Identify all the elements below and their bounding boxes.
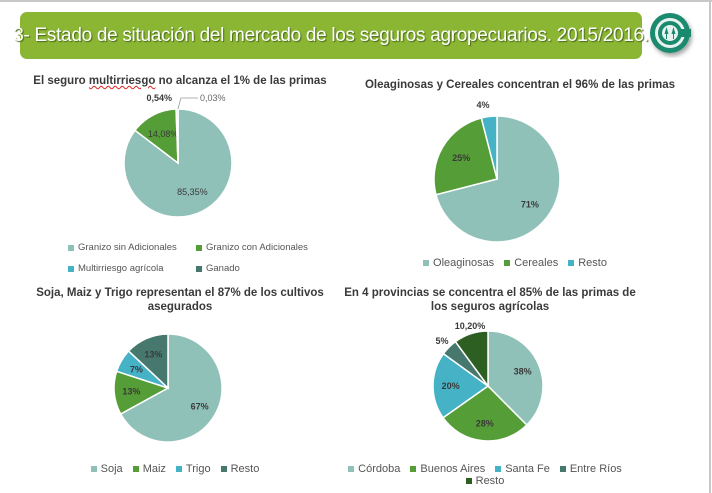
- data-label: 25%: [452, 153, 470, 163]
- legend-label: Buenos Aires: [420, 463, 486, 475]
- pie-slice-cereales: [433, 117, 498, 196]
- legend-swatch: [465, 478, 472, 484]
- legend-item: Granizo con Adicionales: [196, 238, 316, 258]
- chart-title: Oleaginosas y Cereales concentran el 96%…: [364, 79, 675, 91]
- legend-swatch: [68, 266, 74, 272]
- legend-item: Resto: [465, 475, 505, 487]
- chart-title: El seguro multirriesgo no alcanza el 1% …: [33, 75, 327, 87]
- legend-label: Ganado: [206, 263, 240, 274]
- pie-slice-resto: [480, 115, 498, 180]
- data-label: 5%: [435, 336, 448, 346]
- data-label: 67%: [191, 402, 209, 412]
- legend-item: Ganado: [196, 259, 316, 279]
- data-label: 7%: [130, 364, 143, 374]
- legend-item: Maiz: [132, 463, 166, 475]
- chart-title: En 4 provincias se concentra el 85% de l…: [344, 287, 636, 313]
- legend-swatch: [68, 245, 74, 251]
- frame-right-border: [709, 0, 711, 493]
- legend-label: Maiz: [142, 463, 166, 475]
- chart-title: Soja, Maiz y Trigo representan el 87% de…: [36, 287, 324, 313]
- legend-item: Soja: [90, 463, 123, 475]
- frame-top-border: [0, 0, 712, 2]
- data-label: 4%: [476, 100, 489, 110]
- legend-swatch: [196, 266, 202, 272]
- pie-chart: 38% 28% 20% 5% 10,20%: [432, 321, 544, 442]
- data-label: 85,35%: [177, 187, 208, 197]
- legend-item: Cereales: [504, 257, 558, 269]
- legend-item: Granizo sin Adicionales: [68, 238, 196, 258]
- pie-slice-santa-fe: [432, 352, 490, 419]
- legend-label: Resto: [475, 475, 505, 487]
- data-label: 14,08%: [148, 129, 179, 139]
- pie-chart: 71% 25% 4%: [433, 100, 561, 243]
- chart-legend: Granizo sin Adicionales Granizo con Adici…: [68, 238, 328, 280]
- legend-label: Soja: [100, 463, 123, 475]
- legend-label: Trigo: [185, 463, 211, 475]
- legend-swatch: [220, 466, 227, 472]
- header-banner: 3- Estado de situación del mercado de lo…: [13, 12, 649, 59]
- legend-swatch: [504, 260, 511, 266]
- legend-item: Santa Fe: [495, 463, 550, 475]
- legend-item: Oleaginosas: [423, 257, 494, 269]
- legend-item: Buenos Aires: [410, 463, 485, 475]
- pie-slice-oleaginosas: [435, 115, 561, 243]
- legend-swatch: [495, 466, 502, 472]
- legend-label: Resto: [230, 463, 260, 475]
- leader-line: [177, 97, 198, 110]
- pie-slice-resto: [127, 333, 169, 390]
- data-label: 28%: [476, 418, 494, 428]
- legend-swatch: [348, 466, 355, 472]
- chart-legend: Córdoba Buenos Aires Santa Fe Entre Ríos Res…: [340, 463, 640, 487]
- legend-label: Granizo sin Adicionales: [78, 242, 177, 253]
- legend-swatch: [175, 466, 182, 472]
- legend-label: Multirriesgo agrícola: [78, 263, 164, 274]
- legend-swatch: [196, 245, 202, 251]
- chart-legend: Soja Maiz Trigo Resto: [20, 463, 340, 475]
- chart-provincias: En 4 provincias se concentra el 85% de l…: [340, 282, 640, 487]
- legend-swatch: [132, 466, 139, 472]
- legend-item: Trigo: [175, 463, 211, 475]
- data-label: 13%: [144, 349, 162, 359]
- data-label: 10,20%: [455, 321, 486, 331]
- legend-label: Entre Ríos: [569, 463, 622, 475]
- legend-item: Resto: [568, 257, 607, 269]
- chart-multirriesgo: El seguro multirriesgo no alcanza el 1% …: [20, 68, 340, 278]
- pie-chart: 85,35% 14,08% 0,54% 0,03%: [123, 93, 233, 218]
- spellcheck-word: multirriesgo: [88, 75, 156, 87]
- data-label: 20%: [442, 381, 460, 391]
- pie-slice-buenos-aires: [442, 385, 528, 442]
- legend-swatch: [568, 260, 575, 266]
- pie-chart: 67%13%7%13%: [113, 333, 223, 443]
- cooperative-logo-icon: [650, 13, 691, 53]
- legend-label: Resto: [578, 257, 607, 269]
- legend-swatch: [423, 260, 430, 266]
- legend-swatch: [90, 466, 97, 472]
- data-label: 71%: [521, 199, 539, 209]
- legend-label: Oleaginosas: [433, 257, 495, 269]
- legend-swatch: [410, 466, 417, 472]
- legend-item: Resto: [220, 463, 260, 475]
- chart-cultivos-primas: Oleaginosas y Cereales concentran el 96%…: [345, 68, 695, 278]
- pie-slice-resto: [454, 330, 489, 389]
- legend-label: Cereales: [514, 257, 559, 269]
- pie-slice-soja: [119, 333, 223, 443]
- legend-item: Multirriesgo agrícola: [68, 259, 196, 279]
- legend-label: Santa Fe: [505, 463, 550, 475]
- legend-item: Entre Ríos: [559, 463, 622, 475]
- data-label: 13%: [122, 386, 140, 396]
- chart-cultivos-asegurados: Soja, Maiz y Trigo representan el 87% de…: [20, 282, 340, 487]
- legend-label: Córdoba: [358, 463, 401, 475]
- data-label: 38%: [514, 367, 532, 377]
- data-label: 0,54%: [146, 93, 172, 103]
- chart-legend: Oleaginosas Cereales Resto: [345, 257, 695, 269]
- legend-item: Córdoba: [348, 463, 400, 475]
- page-title: 3- Estado de situación del mercado de lo…: [13, 24, 649, 46]
- data-label: 0,03%: [200, 93, 226, 103]
- legend-swatch: [559, 466, 566, 472]
- pie-slice-c-rdoba: [487, 330, 544, 427]
- legend-label: Granizo con Adicionales: [206, 242, 308, 253]
